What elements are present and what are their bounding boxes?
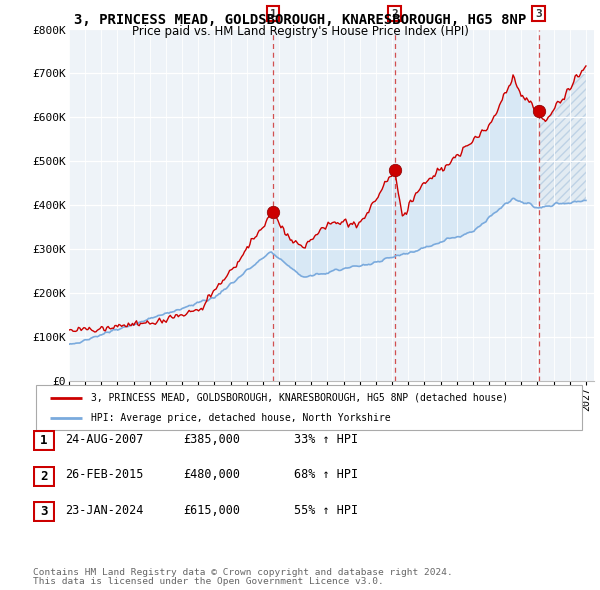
Text: This data is licensed under the Open Government Licence v3.0.: This data is licensed under the Open Gov… xyxy=(33,577,384,586)
Text: 26-FEB-2015: 26-FEB-2015 xyxy=(65,468,143,481)
Text: Price paid vs. HM Land Registry's House Price Index (HPI): Price paid vs. HM Land Registry's House … xyxy=(131,25,469,38)
Text: 2: 2 xyxy=(391,9,398,19)
Text: HPI: Average price, detached house, North Yorkshire: HPI: Average price, detached house, Nort… xyxy=(91,414,390,424)
Text: 33% ↑ HPI: 33% ↑ HPI xyxy=(294,433,358,446)
Text: 24-AUG-2007: 24-AUG-2007 xyxy=(65,433,143,446)
Text: Contains HM Land Registry data © Crown copyright and database right 2024.: Contains HM Land Registry data © Crown c… xyxy=(33,568,453,577)
Text: £480,000: £480,000 xyxy=(183,468,240,481)
Text: £615,000: £615,000 xyxy=(183,504,240,517)
Text: 68% ↑ HPI: 68% ↑ HPI xyxy=(294,468,358,481)
Text: £385,000: £385,000 xyxy=(183,433,240,446)
Text: 1: 1 xyxy=(40,434,47,447)
Text: 1: 1 xyxy=(270,9,277,19)
Text: 3: 3 xyxy=(40,505,47,518)
Text: 3: 3 xyxy=(535,9,542,19)
FancyBboxPatch shape xyxy=(34,467,53,486)
Text: 3, PRINCESS MEAD, GOLDSBOROUGH, KNARESBOROUGH, HG5 8NP (detached house): 3, PRINCESS MEAD, GOLDSBOROUGH, KNARESBO… xyxy=(91,393,508,402)
Text: 55% ↑ HPI: 55% ↑ HPI xyxy=(294,504,358,517)
Text: 2: 2 xyxy=(40,470,47,483)
FancyBboxPatch shape xyxy=(34,431,53,450)
Text: 23-JAN-2024: 23-JAN-2024 xyxy=(65,504,143,517)
FancyBboxPatch shape xyxy=(36,385,582,430)
Text: 3, PRINCESS MEAD, GOLDSBOROUGH, KNARESBOROUGH, HG5 8NP: 3, PRINCESS MEAD, GOLDSBOROUGH, KNARESBO… xyxy=(74,13,526,27)
FancyBboxPatch shape xyxy=(34,502,53,521)
